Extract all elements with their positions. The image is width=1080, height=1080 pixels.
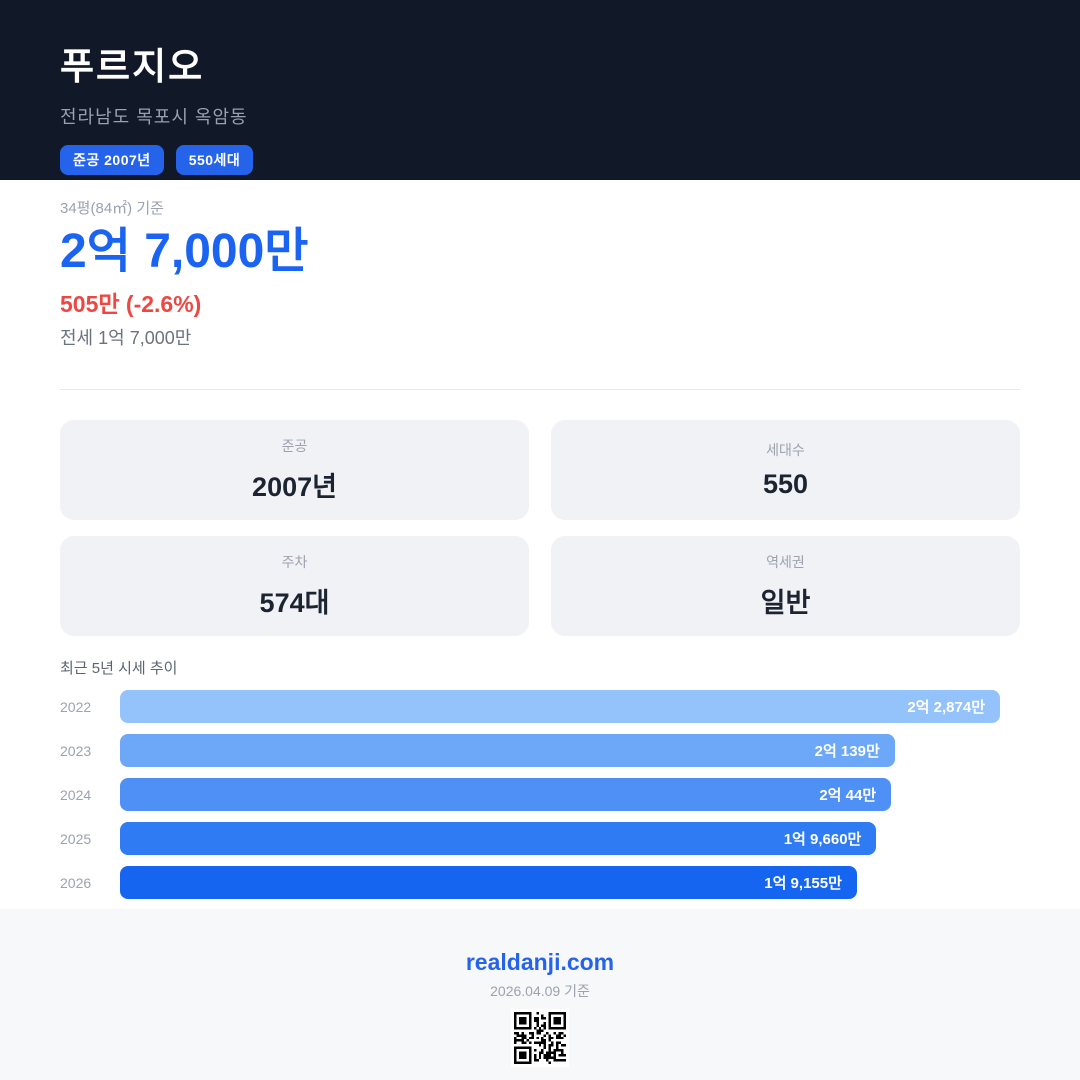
stat-value: 574대 xyxy=(259,588,330,618)
stat-value: 일반 xyxy=(760,588,811,618)
stat-value: 550 xyxy=(762,469,809,499)
chart-bar: 2억 2,874만 xyxy=(120,690,1000,723)
chart-year-label: 2024 xyxy=(60,786,92,803)
stat-card-built: 준공 2007년 xyxy=(60,420,529,520)
qr-code-icon xyxy=(511,1009,569,1067)
chart-year-label: 2026 xyxy=(60,874,92,891)
main-content: 34평(84㎡) 기준 2억 7,000만 505만 (-2.6%) 전세 1억… xyxy=(0,180,1080,909)
badge-row: 준공 2007년 550세대 xyxy=(60,145,1020,175)
complex-header: 푸르지오 전라남도 목포시 옥암동 준공 2007년 550세대 xyxy=(0,0,1080,180)
data-date: 2026.04.09 기준 xyxy=(490,983,590,999)
chart-bar-row: 2026 1억 9,155만 xyxy=(60,866,1020,899)
chart-year-label: 2022 xyxy=(60,698,92,715)
stats-grid: 준공 2007년 세대수 550 주차 574대 역세권 일반 xyxy=(60,420,1020,636)
chart-bar-row: 2025 1억 9,660만 xyxy=(60,822,1020,855)
chart-bar-track: 1억 9,155만 xyxy=(120,866,1000,899)
chart-bar-row: 2022 2억 2,874만 xyxy=(60,690,1020,723)
stat-label: 역세권 xyxy=(766,554,805,570)
badge-households: 550세대 xyxy=(175,145,254,175)
qr-code-svg xyxy=(514,1012,566,1064)
chart-bar-track: 1억 9,660만 xyxy=(120,822,1000,855)
chart-bar: 2억 139만 xyxy=(120,734,895,767)
price-trend-chart: 2022 2억 2,874만 2023 2억 139만 2024 2억 44만 … xyxy=(60,690,1020,899)
chart-bar-row: 2023 2억 139만 xyxy=(60,734,1020,767)
stat-card-station: 역세권 일반 xyxy=(551,536,1020,636)
stat-label: 주차 xyxy=(281,554,308,570)
site-name: realdanji.com xyxy=(465,949,615,975)
section-divider xyxy=(60,389,1020,390)
price-basis: 34평(84㎡) 기준 xyxy=(60,200,164,217)
badge-built-year: 준공 2007년 xyxy=(60,145,164,175)
stat-label: 세대수 xyxy=(766,442,805,458)
complex-name: 푸르지오 xyxy=(60,46,205,87)
footer: realdanji.com 2026.04.09 기준 xyxy=(0,909,1080,1080)
complex-address: 전라남도 목포시 옥암동 xyxy=(60,107,248,127)
chart-title: 최근 5년 시세 추이 xyxy=(60,660,178,677)
chart-bar: 2억 44만 xyxy=(120,778,892,811)
chart-bar-track: 2억 2,874만 xyxy=(120,690,1000,723)
chart-bar-row: 2024 2억 44만 xyxy=(60,778,1020,811)
chart-year-label: 2025 xyxy=(60,830,92,847)
stat-card-parking: 주차 574대 xyxy=(60,536,529,636)
stat-label: 준공 xyxy=(281,438,308,454)
jeonse-price: 전세 1억 7,000만 xyxy=(60,328,192,348)
chart-bar: 1억 9,155만 xyxy=(120,866,857,899)
chart-bar: 1억 9,660만 xyxy=(120,822,877,855)
chart-year-label: 2023 xyxy=(60,742,92,759)
chart-bar-track: 2억 139만 xyxy=(120,734,1000,767)
stat-value: 2007년 xyxy=(252,472,337,502)
stat-card-households: 세대수 550 xyxy=(551,420,1020,520)
chart-bar-track: 2억 44만 xyxy=(120,778,1000,811)
current-price: 2억 7,000만 xyxy=(60,225,309,278)
price-change: 505만 (-2.6%) xyxy=(60,291,202,317)
